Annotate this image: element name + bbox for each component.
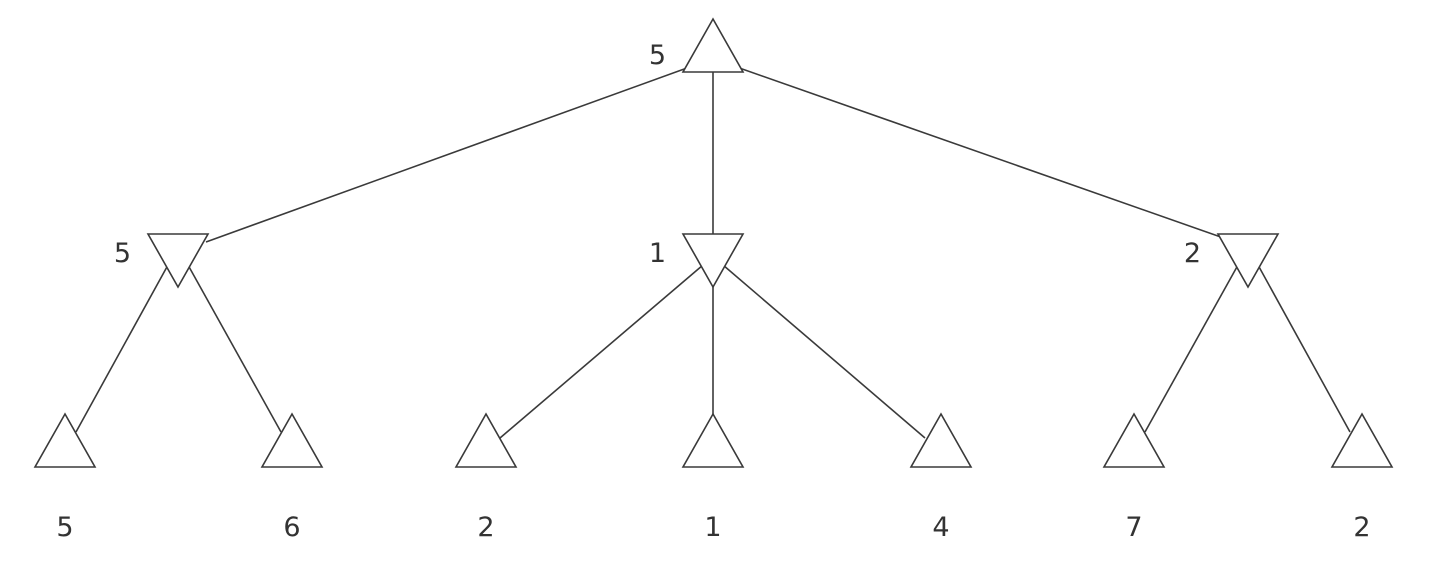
leaf-node-5: 7 bbox=[1102, 412, 1166, 543]
leaf-5-value-label: 7 bbox=[1125, 512, 1142, 543]
leaf-node-0: 5 bbox=[33, 412, 97, 543]
leaf-node-6: 2 bbox=[1330, 412, 1394, 543]
down-triangle-icon bbox=[1216, 233, 1280, 289]
up-triangle-icon bbox=[681, 412, 745, 468]
leaf-0-value-label: 5 bbox=[56, 512, 73, 543]
leaf-1-value-label: 6 bbox=[283, 512, 300, 543]
up-triangle-icon bbox=[1330, 412, 1394, 468]
root-edges bbox=[205, 63, 1236, 243]
leaf-node-4: 4 bbox=[909, 412, 973, 543]
up-triangle-icon bbox=[909, 412, 973, 468]
leaf-2-value-label: 2 bbox=[477, 512, 494, 543]
min-node-0-value-label: 5 bbox=[114, 238, 131, 269]
edge-min-0-to-leaf-0 bbox=[75, 264, 169, 433]
min-node-1-value-label: 1 bbox=[649, 238, 666, 269]
up-triangle-icon bbox=[681, 17, 745, 73]
leaf-6-value-label: 2 bbox=[1353, 512, 1370, 543]
up-triangle-icon bbox=[33, 412, 97, 468]
leaf-3-value-label: 1 bbox=[704, 512, 721, 543]
edge-min-2-to-leaf-6 bbox=[1257, 264, 1351, 433]
min-node-1: 1 bbox=[649, 233, 745, 289]
up-triangle-icon bbox=[260, 412, 324, 468]
down-triangle-icon bbox=[146, 233, 210, 289]
leaf-node-2: 2 bbox=[454, 412, 518, 543]
edge-min-1-to-leaf-4 bbox=[722, 264, 926, 439]
leaf-4-value-label: 4 bbox=[932, 512, 949, 543]
min-node-2: 2 bbox=[1184, 233, 1280, 289]
edge-root-to-min-2 bbox=[727, 63, 1236, 243]
edge-min-2-to-leaf-5 bbox=[1144, 264, 1239, 433]
up-triangle-icon bbox=[454, 412, 518, 468]
min-edges bbox=[75, 264, 1351, 439]
edge-root-to-min-0 bbox=[205, 63, 699, 243]
min-node-0: 5 bbox=[114, 233, 210, 289]
leaf-node-1: 6 bbox=[260, 412, 324, 543]
leaf-node-3: 1 bbox=[681, 412, 745, 543]
min-node-2-value-label: 2 bbox=[1184, 238, 1201, 269]
root-value-label: 5 bbox=[649, 40, 666, 71]
down-triangle-icon bbox=[681, 233, 745, 289]
edge-min-0-to-leaf-1 bbox=[187, 264, 282, 433]
up-triangle-icon bbox=[1102, 412, 1166, 468]
edge-min-1-to-leaf-2 bbox=[499, 264, 704, 439]
root-node: 5 bbox=[649, 17, 745, 73]
